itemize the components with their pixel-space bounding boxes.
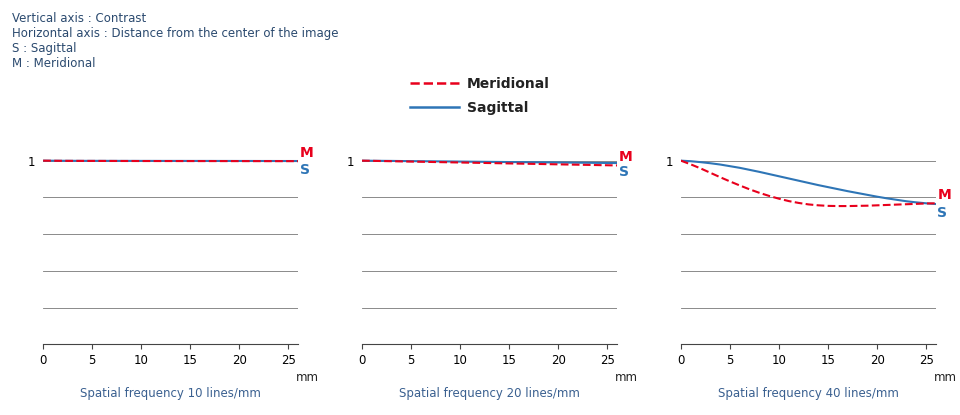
Text: M: M [938, 188, 951, 202]
X-axis label: Spatial frequency 40 lines/mm: Spatial frequency 40 lines/mm [718, 387, 899, 400]
Text: mm: mm [934, 371, 957, 384]
Text: mm: mm [297, 371, 320, 384]
X-axis label: Spatial frequency 10 lines/mm: Spatial frequency 10 lines/mm [81, 387, 261, 400]
Text: S: S [618, 164, 629, 178]
Text: S: S [300, 163, 310, 176]
Legend: Meridional, Sagittal: Meridional, Sagittal [404, 71, 556, 120]
Text: M: M [618, 150, 633, 164]
Text: Vertical axis : Contrast
Horizontal axis : Distance from the center of the image: Vertical axis : Contrast Horizontal axis… [12, 12, 338, 71]
Text: mm: mm [615, 371, 638, 384]
Text: S: S [938, 205, 948, 220]
Text: M: M [300, 146, 314, 160]
X-axis label: Spatial frequency 20 lines/mm: Spatial frequency 20 lines/mm [399, 387, 580, 400]
